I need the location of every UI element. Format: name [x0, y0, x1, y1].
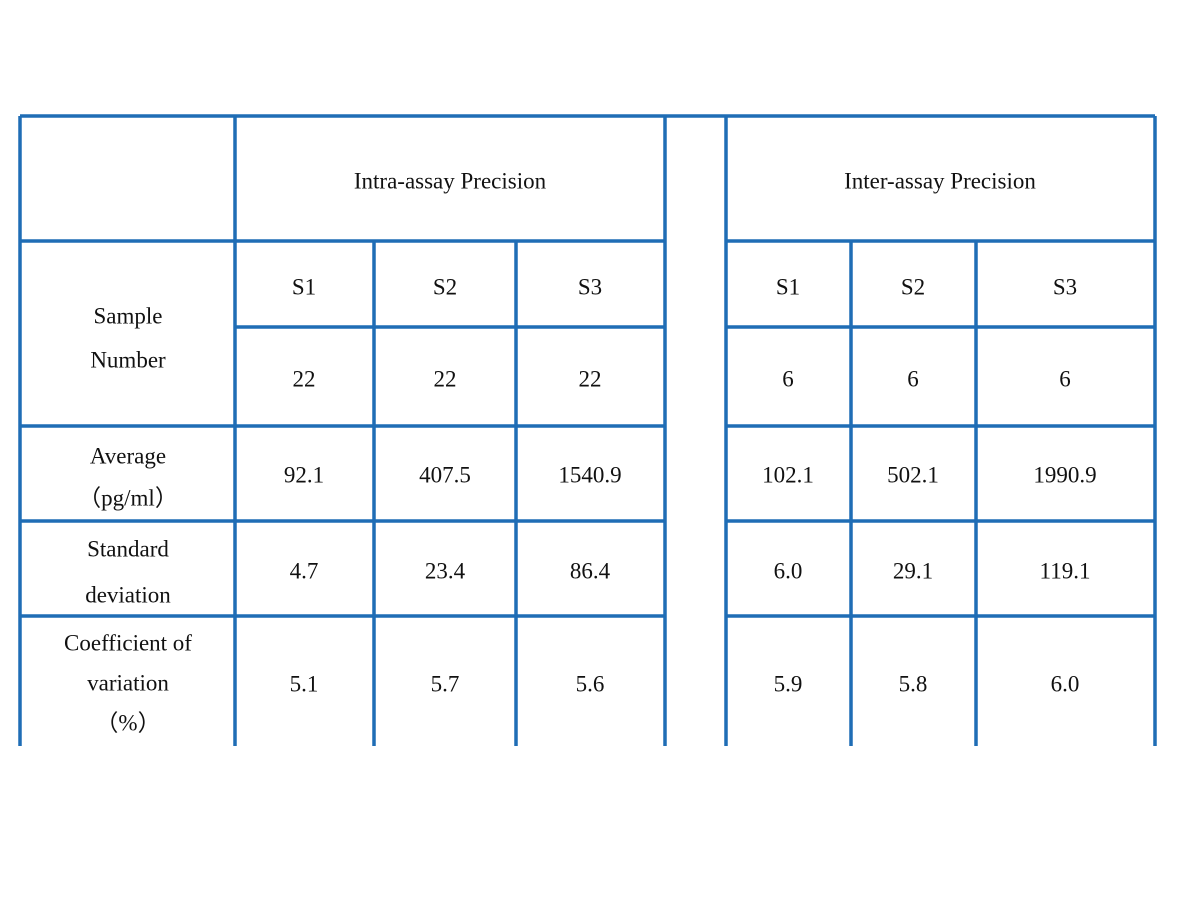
- sample-header: S1: [292, 274, 316, 299]
- row-label: Standard: [87, 536, 169, 561]
- cell: 1540.9: [558, 462, 621, 487]
- sample-header: S3: [578, 274, 602, 299]
- cell: 5.6: [576, 671, 605, 696]
- cell: 29.1: [893, 558, 933, 583]
- cell: 5.1: [290, 671, 319, 696]
- cell: 4.7: [290, 558, 319, 583]
- cell: 502.1: [887, 462, 939, 487]
- cell: 6: [907, 366, 919, 391]
- cell: 119.1: [1040, 558, 1091, 583]
- cell: 6.0: [774, 558, 803, 583]
- sample-header: S1: [776, 274, 800, 299]
- cell: 22: [293, 366, 316, 391]
- group-header: Intra-assay Precision: [354, 168, 547, 193]
- cell: 407.5: [419, 462, 471, 487]
- cell: 92.1: [284, 462, 324, 487]
- cell: 102.1: [762, 462, 814, 487]
- sample-header: S2: [901, 274, 925, 299]
- cell: 86.4: [570, 558, 611, 583]
- cell: 6.0: [1051, 671, 1080, 696]
- cell: 23.4: [425, 558, 466, 583]
- sample-header: S3: [1053, 274, 1077, 299]
- cell: 5.8: [899, 671, 928, 696]
- cell: 5.7: [431, 671, 460, 696]
- cell: 22: [579, 366, 602, 391]
- cell: 6: [782, 366, 794, 391]
- cell: 1990.9: [1033, 462, 1096, 487]
- row-label: variation: [87, 670, 169, 695]
- row-label: （pg/ml）: [78, 485, 178, 510]
- sample-header: S2: [433, 274, 457, 299]
- cell: 22: [434, 366, 457, 391]
- cell: 6: [1059, 366, 1071, 391]
- group-header: Inter-assay Precision: [844, 168, 1036, 193]
- table-borders: [18, 114, 1157, 746]
- row-label: deviation: [85, 582, 171, 607]
- row-label: Number: [90, 347, 166, 372]
- row-label: Coefficient of: [64, 630, 192, 655]
- row-label: Average: [90, 443, 166, 468]
- row-label: （%）: [95, 710, 160, 735]
- cell: 5.9: [774, 671, 803, 696]
- row-label: Sample: [94, 303, 163, 328]
